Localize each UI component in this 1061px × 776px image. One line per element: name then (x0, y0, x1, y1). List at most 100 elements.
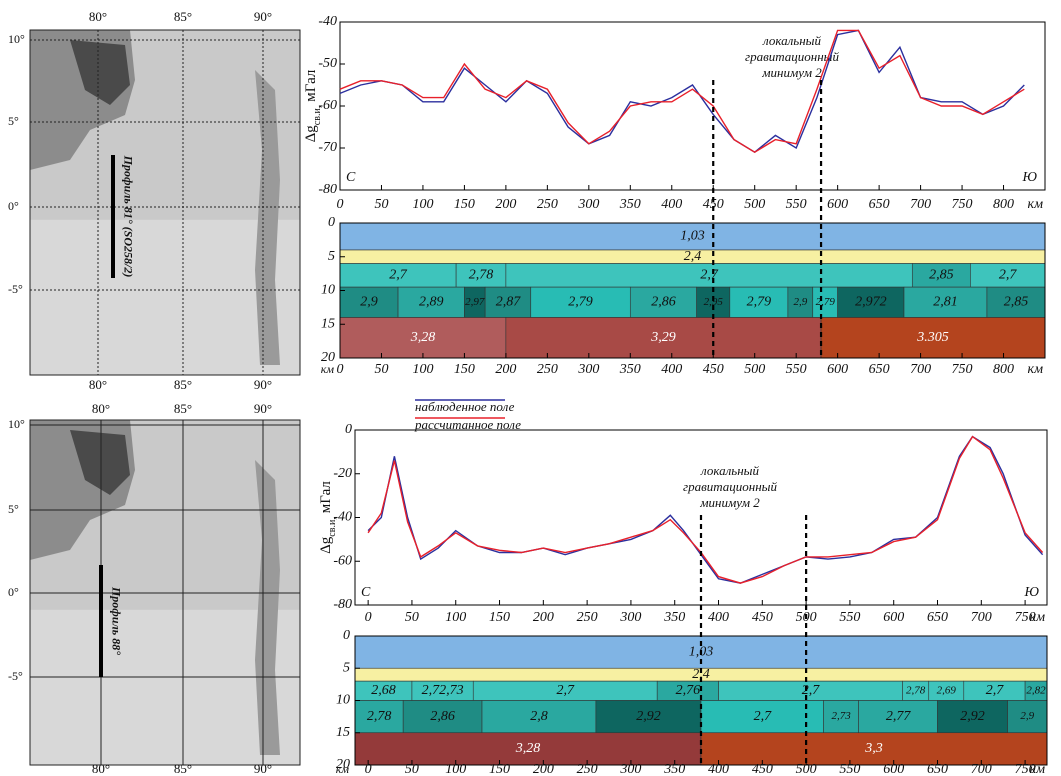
depth-tick-label: 15 (336, 725, 350, 740)
x-tick-label: 600 (827, 197, 848, 212)
density-label: 2,79 (816, 296, 836, 308)
section-x-tick-label: 450 (752, 762, 773, 776)
section-x-tick-label: 200 (533, 762, 554, 776)
y-axis-label-part: Δg (318, 536, 334, 554)
x-tick-label: 700 (971, 610, 992, 625)
density-label: 2,7 (700, 268, 719, 283)
section-x-tick-label: 650 (927, 762, 948, 776)
profile-label: Профиль 88° (109, 586, 123, 655)
map-lon-label: 80° (92, 761, 110, 776)
density-label: 1,03 (680, 229, 705, 244)
x-tick-label: 500 (744, 197, 765, 212)
series-line (340, 30, 1024, 152)
x-tick-label: 750 (952, 197, 973, 212)
x-tick-label: 550 (839, 610, 860, 625)
density-label: 2,78 (906, 684, 926, 696)
profile-label: Профиль 81° (SO258/2) (121, 155, 135, 278)
x-tick-label: 800 (993, 197, 1014, 212)
section-x-tick-label: 550 (786, 362, 807, 377)
right-label: Ю (1022, 170, 1038, 185)
y-tick-label: -50 (318, 56, 337, 71)
y-tick-label: -70 (318, 140, 337, 155)
map-lat-label: -5° (8, 282, 23, 296)
density-label: 2,7 (986, 683, 1005, 698)
section-x-tick-label: 250 (577, 762, 598, 776)
section-x-tick-label: 0 (337, 362, 344, 377)
section-x-tick-label: 650 (869, 362, 890, 377)
x-tick-label: 200 (495, 197, 516, 212)
density-label: 2,85 (1004, 295, 1029, 310)
section-x-tick-label: 700 (971, 762, 992, 776)
section-x-tick-label: 300 (577, 362, 599, 377)
map-lon-label: 85° (174, 761, 192, 776)
map-lon-label: 90° (254, 9, 272, 24)
y-axis-label-part: св.и, (312, 106, 323, 126)
density-label: 2,9 (793, 296, 807, 308)
density-label: 3,29 (650, 330, 676, 345)
x-tick-label: 600 (883, 610, 904, 625)
density-label: 3,28 (410, 330, 436, 345)
map-lon-label: 85° (174, 377, 192, 392)
x-tick-label: 300 (619, 610, 641, 625)
density-label: 2,68 (371, 683, 396, 698)
density-label: 2,78 (469, 268, 494, 283)
x-tick-label: 0 (365, 610, 372, 625)
annotation: минимум 2 (699, 495, 760, 510)
legend-label: рассчитанное поле (414, 417, 521, 432)
x-tick-label: 100 (412, 197, 433, 212)
map-lon-label: 90° (254, 761, 272, 776)
x-tick-label: 550 (786, 197, 807, 212)
y-axis-label-part: мГал (318, 481, 334, 514)
depth-tick-label: 5 (328, 249, 335, 264)
section-x-tick-label: 500 (744, 362, 765, 377)
map-lat-label: 10° (8, 32, 25, 46)
depth-tick-label: 10 (336, 693, 350, 708)
density-label: 2,92 (636, 709, 661, 724)
density-label: 2,7 (802, 683, 821, 698)
section-x-tick-label: 200 (495, 362, 516, 377)
density-label: 2,7 (556, 683, 575, 698)
section-x-tick-label: 150 (489, 762, 510, 776)
depth-tick-label: 10 (321, 283, 335, 298)
y-tick-label: -20 (333, 466, 352, 481)
y-tick-label: 0 (345, 422, 352, 437)
section-x-tick-label: 100 (412, 362, 433, 377)
depth-tick-label: 5 (343, 660, 350, 675)
depth-tick-label: 0 (328, 215, 335, 230)
y-tick-label: -80 (333, 597, 352, 612)
annotation: локальный (700, 463, 759, 478)
section-x-tick-label: 750 (952, 362, 973, 377)
map-lat-label: 5° (8, 502, 19, 516)
x-tick-label: 150 (454, 197, 475, 212)
x-tick-label: 400 (661, 197, 682, 212)
map-lat-label: 0° (8, 585, 19, 599)
density-label: 2,9 (360, 295, 378, 310)
x-tick-label: 300 (577, 197, 599, 212)
depth-tick-label: 15 (321, 316, 335, 331)
density-label: 2,69 (937, 684, 957, 696)
x-tick-label: 50 (405, 610, 419, 625)
x-tick-label: 700 (910, 197, 931, 212)
density-label: 2,79 (568, 295, 593, 310)
density-label: 3,3 (864, 741, 883, 756)
section-x-tick-label: 50 (374, 362, 388, 377)
map-lat-label: 0° (8, 199, 19, 213)
density-label: 2,972 (855, 295, 887, 310)
map-lon-label: 90° (254, 401, 272, 416)
y-axis-label: Δgсв.и,мГал (303, 69, 322, 142)
density-label: 2,82 (1026, 684, 1046, 696)
x-tick-label: 0 (337, 197, 344, 212)
section-x-tick-label: 600 (827, 362, 848, 377)
map-lon-label: 85° (174, 9, 192, 24)
density-label: 2,7 (754, 709, 773, 724)
left-label: С (361, 585, 371, 600)
x-unit: км (1030, 610, 1046, 625)
map-lat-label: -5° (8, 669, 23, 683)
map-lon-label: 85° (174, 401, 192, 416)
density-label: 2,76 (676, 683, 701, 698)
section-x-tick-label: 300 (619, 762, 641, 776)
density-label: 2,9 (1020, 710, 1034, 722)
density-label: 2,4 (684, 249, 702, 264)
x-tick-label: 250 (577, 610, 598, 625)
x-tick-label: 250 (537, 197, 558, 212)
